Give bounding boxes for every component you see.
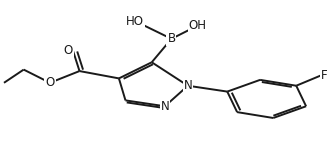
Text: HO: HO: [126, 15, 144, 28]
Text: N: N: [160, 100, 169, 113]
Text: B: B: [167, 32, 176, 45]
Text: O: O: [64, 44, 73, 57]
Text: N: N: [183, 79, 192, 92]
Text: F: F: [321, 69, 327, 82]
Text: O: O: [45, 76, 54, 89]
Text: OH: OH: [189, 19, 207, 32]
